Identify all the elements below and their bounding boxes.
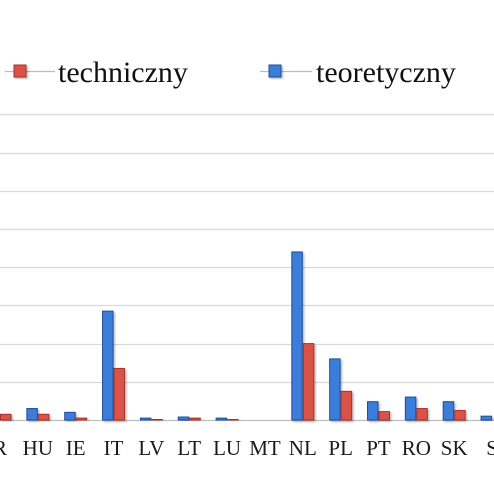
bar-teoretyczny — [102, 310, 114, 421]
bar-teoretyczny — [404, 396, 417, 421]
bar-techniczny — [378, 411, 390, 421]
bar-techniczny — [189, 417, 201, 421]
bar-teoretyczny — [329, 358, 341, 421]
x-tick-label: NL — [289, 436, 317, 460]
bar-teoretyczny — [215, 417, 228, 421]
bar-teoretyczny — [26, 408, 38, 421]
bar-teoretyczny — [139, 417, 152, 421]
bar-techniczny — [416, 408, 428, 421]
bar-techniczny — [151, 418, 163, 421]
x-tick-label: LV — [138, 436, 164, 460]
x-tick-label: IE — [66, 436, 86, 460]
x-tick-label: PT — [366, 436, 391, 460]
bar-teoretyczny — [367, 401, 379, 421]
bar-techniczny — [227, 418, 239, 421]
x-tick-label: LT — [177, 436, 201, 460]
bar-techniczny — [340, 390, 353, 421]
legend-marker-teoretyczny — [268, 64, 282, 78]
bar-teoretyczny — [480, 415, 493, 421]
legend-marker-techniczny — [13, 64, 27, 78]
x-tick-label: IT — [104, 436, 124, 460]
bar-techniczny — [302, 343, 315, 421]
gridlines — [0, 113, 494, 422]
x-tick-labels: R HU IE IT LV LT LU MT NL PL PT RO SK S — [0, 436, 494, 460]
bar-techniczny — [454, 409, 466, 421]
bar-techniczny — [75, 417, 88, 421]
x-tick-label: LU — [213, 436, 241, 460]
bars — [0, 251, 493, 421]
bar-teoretyczny — [177, 416, 190, 421]
bar-techniczny — [37, 413, 50, 421]
legend-label-techniczny: techniczny — [58, 56, 188, 89]
bar-techniczny — [113, 367, 126, 421]
bar-techniczny — [0, 413, 12, 421]
x-tick-label: PL — [328, 436, 353, 460]
bar-teoretyczny — [291, 251, 303, 421]
x-tick-label: R — [0, 436, 7, 460]
x-tick-label: HU — [23, 436, 53, 460]
legend: techniczny teoretyczny — [5, 56, 456, 89]
x-tick-label: SK — [441, 436, 468, 460]
x-tick-label: RO — [402, 436, 431, 460]
bar-teoretyczny — [64, 411, 76, 421]
x-tick-label: S — [486, 436, 494, 460]
legend-label-teoretyczny: teoretyczny — [316, 56, 456, 89]
x-tick-label: MT — [249, 436, 281, 460]
bar-teoretyczny — [442, 401, 455, 421]
